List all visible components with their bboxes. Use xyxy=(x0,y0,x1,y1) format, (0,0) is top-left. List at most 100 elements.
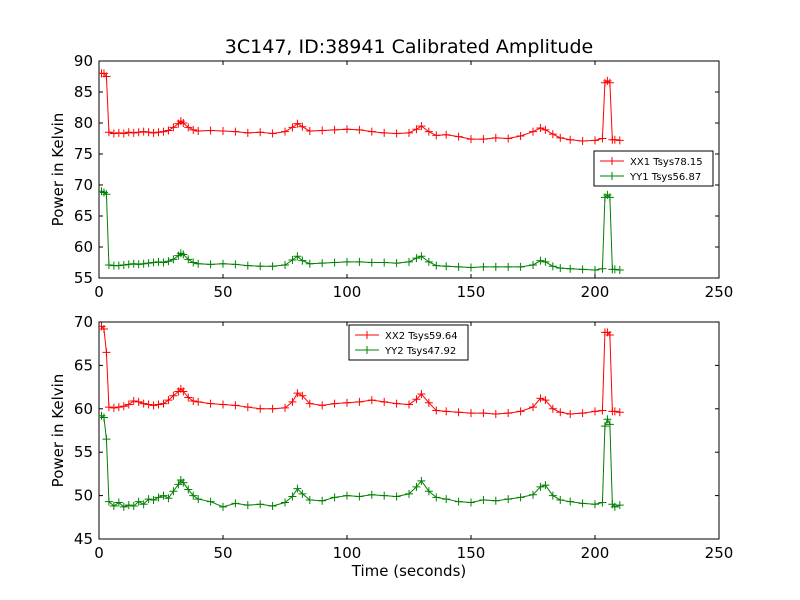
data-point xyxy=(610,502,619,511)
data-point xyxy=(556,133,565,142)
y-tick-label: 75 xyxy=(74,145,93,163)
data-point xyxy=(578,265,587,274)
data-point xyxy=(194,127,203,136)
data-point xyxy=(298,391,307,400)
data-point xyxy=(615,265,624,274)
data-point xyxy=(536,256,545,265)
data-point xyxy=(219,502,227,511)
data-point xyxy=(598,264,607,273)
data-point xyxy=(591,407,599,416)
data-point xyxy=(467,263,475,272)
data-point xyxy=(243,403,252,412)
data-point xyxy=(179,119,188,127)
data-point xyxy=(119,402,128,411)
x-tick-label: 250 xyxy=(705,544,734,562)
data-point xyxy=(293,119,302,128)
data-point xyxy=(305,495,314,504)
data-point xyxy=(184,123,193,132)
y-tick-label: 90 xyxy=(74,52,93,70)
data-point xyxy=(194,259,203,268)
legend: XX1 Tsys78.15 YY1 Tsys56.87 xyxy=(593,150,714,187)
series-1 xyxy=(99,322,624,419)
data-point xyxy=(504,262,513,271)
data-point xyxy=(102,435,111,444)
data-point xyxy=(578,136,587,145)
data-point xyxy=(392,259,401,268)
data-point xyxy=(144,400,153,409)
data-point xyxy=(417,390,426,399)
data-point xyxy=(541,481,550,490)
series-2 xyxy=(99,187,624,274)
data-point xyxy=(281,403,289,412)
data-point xyxy=(556,495,565,504)
data-point xyxy=(432,261,441,270)
data-point xyxy=(129,502,138,511)
data-point xyxy=(231,127,240,136)
data-point xyxy=(231,401,240,410)
data-point xyxy=(330,125,339,134)
data-point xyxy=(578,409,587,418)
data-point xyxy=(591,136,599,145)
data-point xyxy=(405,400,413,409)
data-point xyxy=(343,491,351,500)
data-point xyxy=(99,324,108,333)
data-point xyxy=(529,403,537,412)
data-point xyxy=(491,410,500,419)
x-tick-label: 0 xyxy=(94,544,104,562)
data-point xyxy=(556,408,565,417)
data-point xyxy=(293,484,302,493)
data-point xyxy=(243,501,252,510)
data-point xyxy=(605,420,614,429)
data-point xyxy=(355,397,364,406)
data-point xyxy=(591,265,599,274)
data-point xyxy=(598,498,607,507)
data-point xyxy=(343,257,351,266)
data-point xyxy=(504,409,513,418)
y-axis-label: Power in Kelvin xyxy=(49,113,67,227)
data-point xyxy=(194,397,203,406)
data-point xyxy=(516,493,525,502)
data-point xyxy=(330,493,339,502)
data-point xyxy=(134,128,143,137)
data-point xyxy=(184,393,193,402)
data-point xyxy=(268,129,277,138)
data-point xyxy=(189,258,198,267)
data-point xyxy=(454,262,463,271)
data-point xyxy=(134,260,143,269)
data-point xyxy=(548,404,557,413)
data-point xyxy=(432,406,441,415)
data-point xyxy=(454,408,463,417)
data-point xyxy=(491,133,500,142)
data-point xyxy=(318,259,327,268)
data-point xyxy=(149,258,158,267)
data-point xyxy=(610,135,619,144)
data-point xyxy=(516,132,525,141)
data-point xyxy=(169,255,178,264)
data-point xyxy=(412,482,421,491)
legend-label: XX1 Tsys78.15 xyxy=(630,157,703,168)
y-tick-label: 70 xyxy=(74,176,93,194)
y-tick-label: 60 xyxy=(74,400,93,418)
data-point xyxy=(129,396,138,405)
data-point xyxy=(605,193,614,202)
data-point xyxy=(442,407,451,416)
data-point xyxy=(102,190,111,199)
data-point xyxy=(367,490,376,499)
x-tick-label: 200 xyxy=(581,544,610,562)
data-point xyxy=(164,396,173,405)
x-tick-label: 150 xyxy=(457,283,486,301)
data-point xyxy=(479,409,488,418)
data-point xyxy=(541,396,550,405)
data-point xyxy=(159,491,168,500)
data-point xyxy=(417,122,426,131)
bottom-plot: 0 50 100 150 200 250 45 50 55 60 65 70 XX2 Tsys59.64… xyxy=(49,313,733,580)
data-point xyxy=(610,407,619,416)
data-point xyxy=(479,495,488,504)
data-point xyxy=(556,264,565,273)
data-point xyxy=(104,497,113,506)
data-point xyxy=(380,491,389,500)
data-point xyxy=(149,495,158,504)
data-point xyxy=(219,400,227,409)
data-point xyxy=(189,491,198,500)
